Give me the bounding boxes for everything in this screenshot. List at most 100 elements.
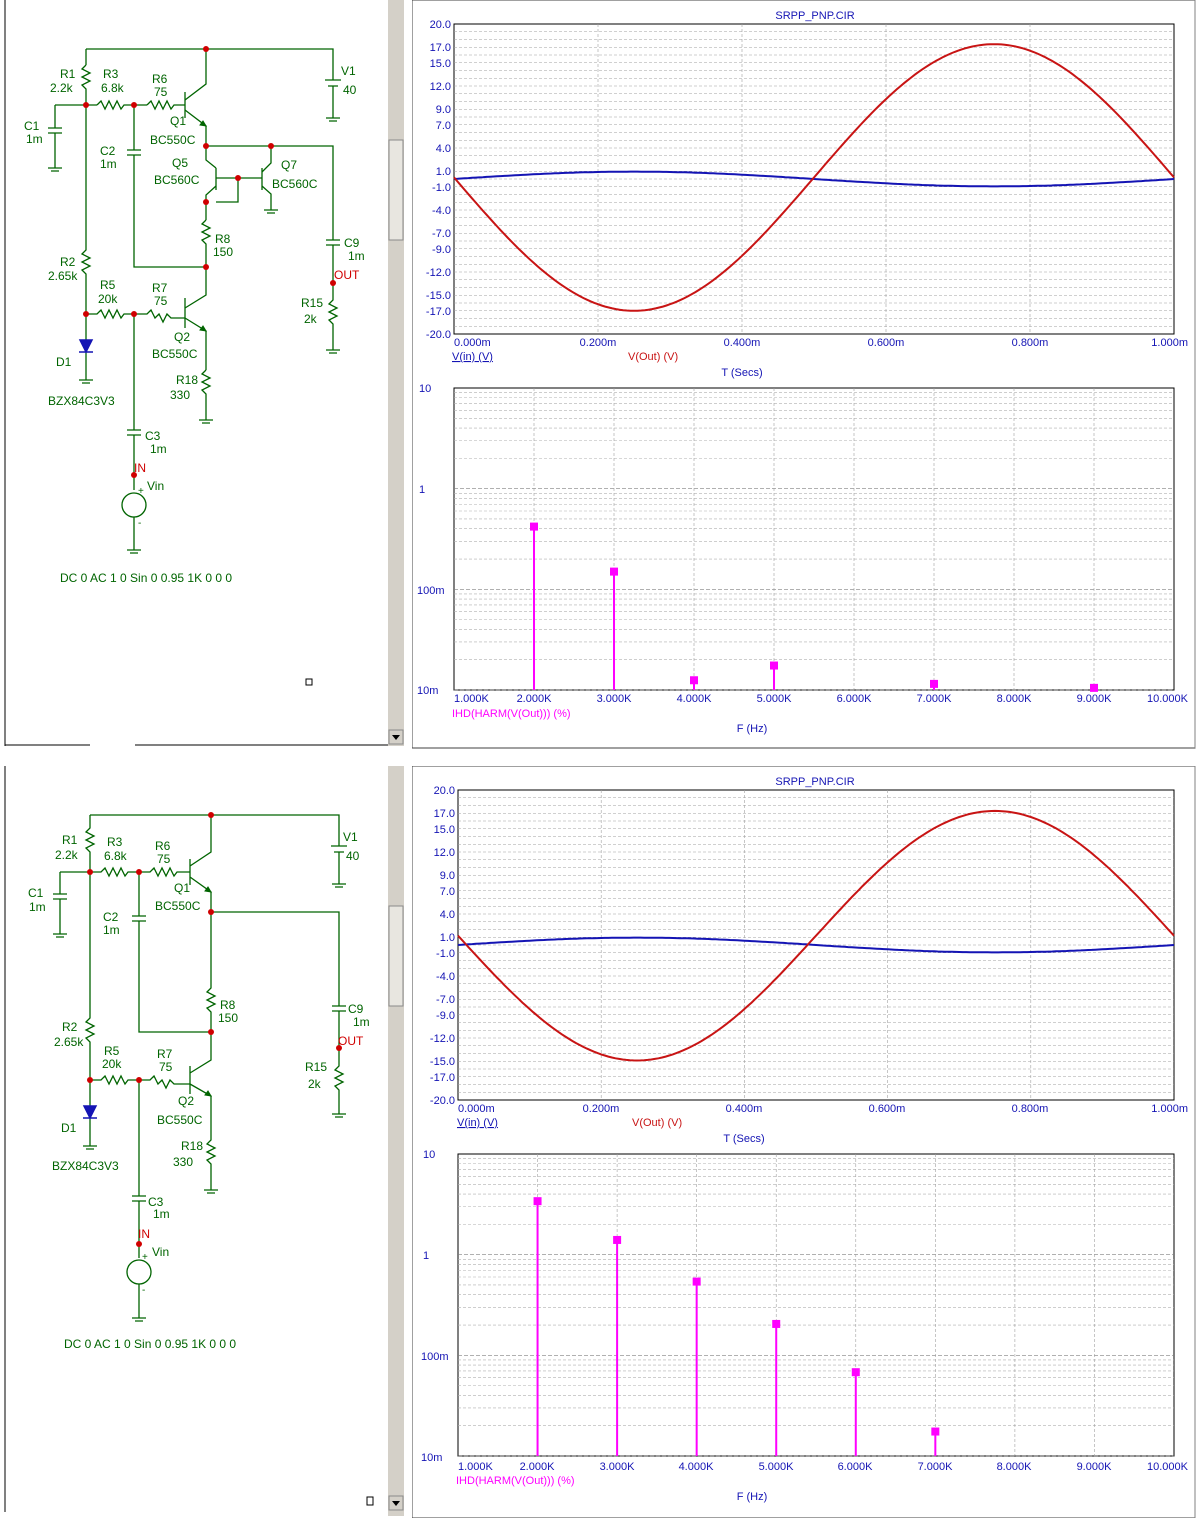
transient-y-tick: 7.0 <box>436 120 451 132</box>
value-r15: 2k <box>308 1077 322 1091</box>
value-r1: 2.2k <box>50 81 74 95</box>
trace-vin <box>457 936 1175 954</box>
label-q2: Q2 <box>174 330 190 344</box>
value-r2: 2.65k <box>54 1035 84 1049</box>
harmonics-x-tick: 8.000K <box>997 693 1033 705</box>
value-r3: 6.8k <box>101 81 125 95</box>
value-q1: BC550C <box>150 133 196 147</box>
label-r7: R7 <box>152 281 168 295</box>
schematic-view[interactable]: R1 2.2k R3 6.8k R6 75 C1 1m C2 1m Q1 BC5… <box>0 766 410 1518</box>
harmonic-marker <box>610 567 618 576</box>
transient-y-tick: 17.0 <box>434 808 455 820</box>
value-r18: 330 <box>170 388 190 402</box>
transient-traces <box>457 809 1175 1062</box>
transient-y-axis: 20.0 17.0 15.0 12.0 9.0 7.0 4.0 1.0 -1.0… <box>426 19 451 341</box>
transient-x-tick: 0.200m <box>583 1103 620 1115</box>
schematic-scrollbar[interactable] <box>388 0 404 746</box>
node-in: IN <box>138 1227 150 1241</box>
value-q5: BC560C <box>154 173 200 187</box>
transient-y-tick: -1.0 <box>432 182 451 194</box>
harmonic-marker <box>533 1197 542 1206</box>
trace-label-vin[interactable]: V(in) (V) <box>457 1117 498 1129</box>
label-r1: R1 <box>60 67 76 81</box>
transient-y-tick: 1.0 <box>436 166 451 178</box>
harmonics-x-tick: 5.000K <box>759 1461 795 1473</box>
trace-label-vout[interactable]: V(Out) (V) <box>632 1117 682 1129</box>
transient-x-axis: 0.000m 0.200m 0.400m 0.600m 0.800m 1.000… <box>458 1103 1188 1145</box>
harmonics-x-tick: 8.000K <box>997 1461 1033 1473</box>
transient-y-tick: 7.0 <box>440 886 455 898</box>
value-r5: 20k <box>98 292 118 306</box>
harmonics-y-axis: 10 1 100m 10m <box>417 383 445 697</box>
schematic-scrollbar[interactable] <box>388 766 404 1516</box>
harmonics-y-tick: 10 <box>423 1149 435 1161</box>
value-r5: 20k <box>102 1057 122 1071</box>
transient-x-tick: 0.600m <box>869 1103 906 1115</box>
value-c2: 1m <box>100 157 117 171</box>
harmonics-y-tick: 100m <box>421 1351 449 1363</box>
harmonics-x-tick: 1.000K <box>454 693 490 705</box>
harmonics-y-tick: 100m <box>417 585 445 597</box>
plot-window[interactable]: SRPP_PNP.CIR 20.0 17.0 15.0 12.0 9.0 7.0… <box>412 766 1203 1518</box>
transient-grid <box>457 789 1175 1101</box>
cursor-marker <box>305 678 313 686</box>
transient-x-axis: 0.000m 0.200m 0.400m 0.600m 0.800m 1.000… <box>454 337 1188 379</box>
transient-x-tick: 0.200m <box>580 337 617 349</box>
label-c2: C2 <box>103 910 119 924</box>
value-q2: BC550C <box>157 1113 203 1127</box>
trace-label-vout[interactable]: V(Out) (V) <box>628 351 678 363</box>
trace-label-ihd[interactable]: IHD(HARM(V(Out))) (%) <box>456 1475 575 1487</box>
source-spec: DC 0 AC 1 0 Sin 0 0.95 1K 0 0 0 <box>60 571 232 585</box>
value-v1: 40 <box>343 83 357 97</box>
trace-label-vin[interactable]: V(in) (V) <box>452 351 493 363</box>
label-r5: R5 <box>104 1044 120 1058</box>
label-q1: Q1 <box>170 114 186 128</box>
label-d1: D1 <box>61 1121 77 1135</box>
label-c9: C9 <box>348 1002 364 1016</box>
harmonics-x-tick: 1.000K <box>458 1461 494 1473</box>
harmonics-x-axis: 1.000K 2.000K 3.000K 4.000K 5.000K 6.000… <box>454 693 1189 735</box>
harmonics-bars <box>530 522 1098 692</box>
panel-top: R1 2.2k R3 6.8k R6 75 C1 1m C2 1m Q1 BC5… <box>0 0 1203 752</box>
vin-plus: + <box>138 486 144 497</box>
value-c3: 1m <box>153 1207 170 1221</box>
plot-window[interactable]: SRPP_PNP.CIR 20.0 17.0 15.0 12.0 9.0 7.0… <box>412 0 1203 752</box>
trace-label-ihd[interactable]: IHD(HARM(V(Out))) (%) <box>452 708 571 720</box>
schematic-view[interactable]: R1 2.2k R3 6.8k R6 75 C1 1m C2 1m Q1 BC5… <box>0 0 410 752</box>
transient-y-tick: 4.0 <box>440 909 455 921</box>
value-q7: BC560C <box>272 177 318 191</box>
transient-x-tick: 0.400m <box>724 337 761 349</box>
label-c3: C3 <box>145 429 161 443</box>
value-r8: 150 <box>218 1011 238 1025</box>
harmonic-marker <box>930 679 938 688</box>
harmonics-x-tick: 4.000K <box>679 1461 715 1473</box>
value-c2: 1m <box>103 923 120 937</box>
harmonic-marker <box>772 1319 781 1328</box>
value-r8: 150 <box>213 245 233 259</box>
node-in: IN <box>134 461 146 475</box>
transient-y-tick: -15.0 <box>426 290 451 302</box>
transient-x-label: T (Secs) <box>723 1133 764 1145</box>
cursor-marker <box>366 1496 374 1506</box>
harmonics-x-tick: 10.000K <box>1147 1461 1189 1473</box>
transient-y-tick: 15.0 <box>434 824 455 836</box>
value-c9: 1m <box>353 1015 370 1029</box>
value-c9: 1m <box>348 249 365 263</box>
transient-y-tick: 17.0 <box>430 42 451 54</box>
label-r3: R3 <box>107 835 123 849</box>
value-r2: 2.65k <box>48 269 78 283</box>
label-r2: R2 <box>62 1020 78 1034</box>
transient-x-label: T (Secs) <box>721 367 762 379</box>
label-d1: D1 <box>56 355 72 369</box>
transient-y-tick: -20.0 <box>426 329 451 341</box>
harmonics-y-tick: 10m <box>421 1452 442 1464</box>
transient-y-tick: 1.0 <box>440 932 455 944</box>
harmonics-x-tick: 7.000K <box>918 1461 954 1473</box>
harmonic-marker <box>613 1235 622 1244</box>
label-r2: R2 <box>60 255 76 269</box>
transient-x-tick: 0.000m <box>454 337 491 349</box>
node-out: OUT <box>338 1034 364 1048</box>
harmonics-y-tick: 10m <box>417 685 438 697</box>
transient-y-tick: 12.0 <box>430 81 451 93</box>
vin-minus: - <box>138 518 141 529</box>
